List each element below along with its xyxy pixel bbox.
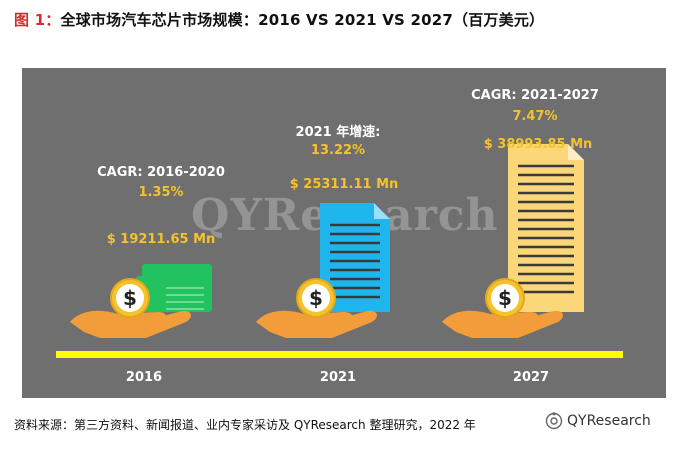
category-label-2021: 2021: [319, 370, 357, 385]
banknote-top-2016: [142, 264, 212, 280]
coin-dollar-2027: $: [498, 286, 512, 310]
growth-period-2021: 2021 年增速:: [295, 125, 381, 140]
coin-face-2021: [302, 284, 330, 312]
document-fold-2021: [374, 203, 390, 219]
document-fold-2027: [568, 144, 584, 160]
value-label-2016: $ 19211.65 Mn: [106, 232, 216, 247]
coin-dollar-2016: $: [123, 286, 137, 310]
growth-rate-2027: 7.47%: [512, 109, 558, 124]
coin-face-2016: [116, 284, 144, 312]
brand-name: QYResearch: [567, 413, 651, 429]
growth-period-2027: CAGR: 2021-2027: [471, 88, 599, 103]
chart-baseline: [56, 351, 623, 358]
wechat-icon: [545, 412, 563, 430]
hand-icon-2016: [70, 310, 192, 338]
figure-number: 图 1：: [14, 11, 61, 29]
growth-period-2016: CAGR: 2016-2020: [97, 165, 225, 180]
hand-icon-2027: [442, 310, 564, 338]
value-label-2021: $ 25311.11 Mn: [289, 177, 399, 192]
hand-icon-2021: [256, 310, 378, 338]
coin-face-2027: [491, 284, 519, 312]
category-label-2016: 2016: [125, 370, 163, 385]
value-label-2027: $ 38993.85 Mn: [483, 137, 593, 152]
source-note: 资料来源：第三方资料、新闻报道、业内专家采访及 QYResearch 整理研究，…: [14, 418, 476, 432]
bar-2021: [320, 203, 390, 312]
growth-rate-2021: 13.22%: [310, 143, 366, 158]
figure-title-text: 全球市场汽车芯片市场规模：2016 VS 2021 VS 2027（百万美元）: [60, 11, 545, 29]
category-label-2027: 2027: [512, 370, 550, 385]
figure-title: 图 1：全球市场汽车芯片市场规模：2016 VS 2021 VS 2027（百万…: [14, 9, 544, 30]
coin-dollar-2021: $: [309, 286, 323, 310]
growth-rate-2016: 1.35%: [138, 185, 184, 200]
brand-mark: QYResearch: [545, 412, 651, 430]
